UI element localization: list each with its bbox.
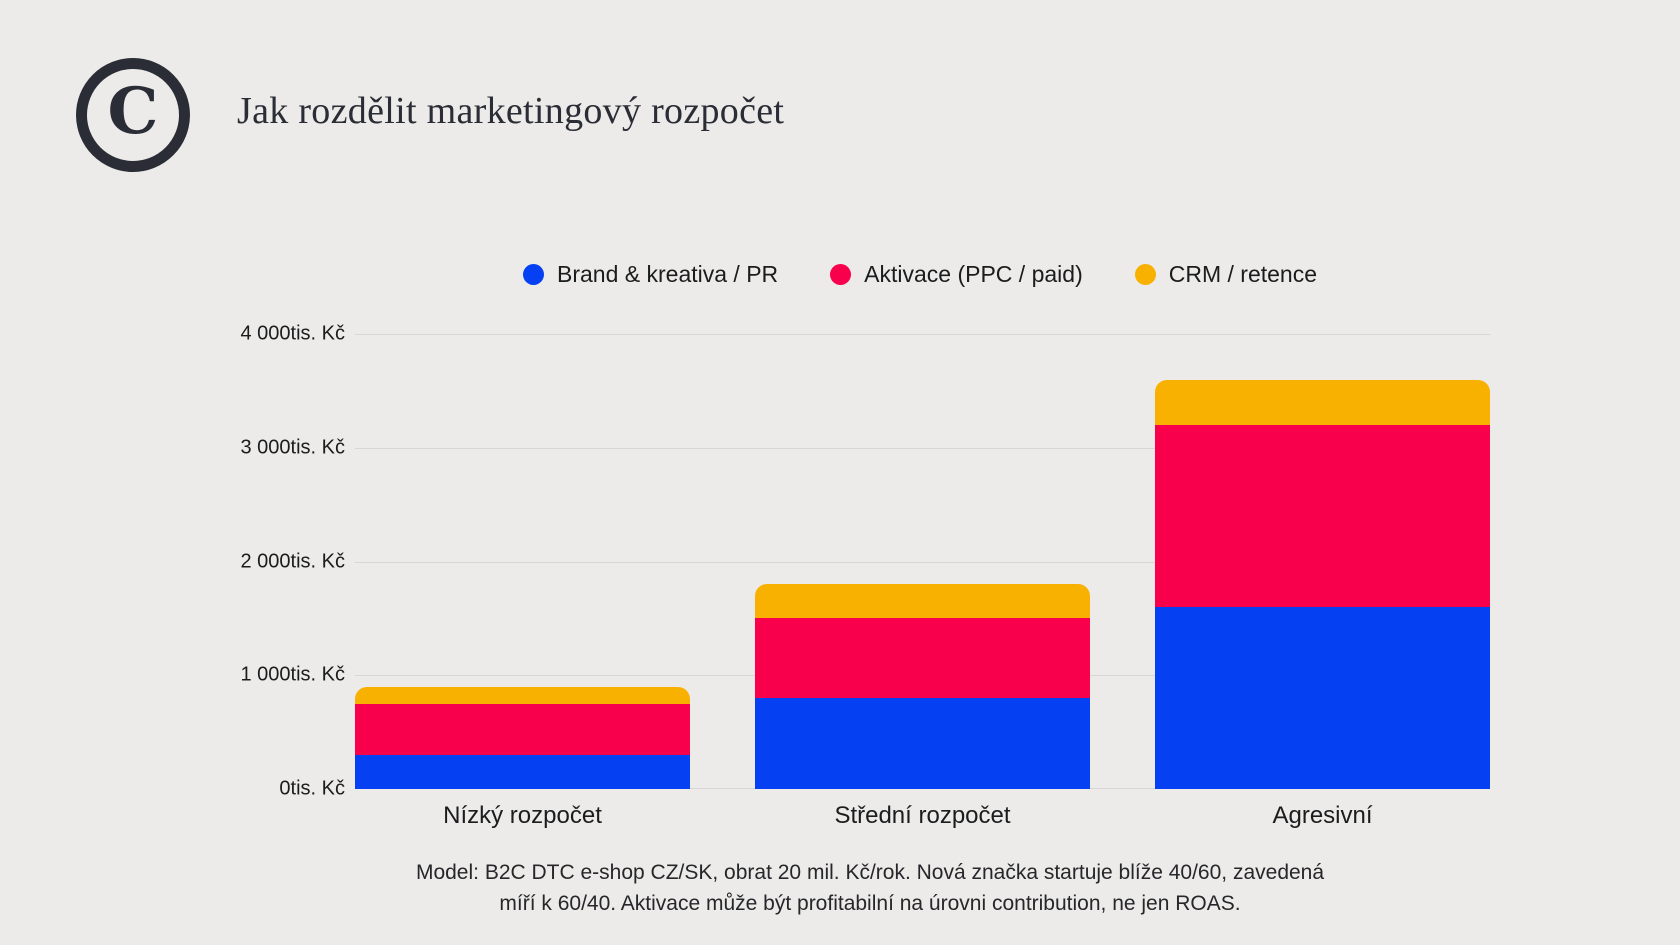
chart-footnote: Model: B2C DTC e-shop CZ/SK, obrat 20 mi… (416, 857, 1324, 919)
bar-0 (355, 686, 690, 789)
x-axis-label: Střední rozpočet (834, 802, 1011, 829)
bar-2-seg-2 (1155, 379, 1490, 426)
bar-1-seg-1 (755, 618, 1090, 699)
y-axis-tick-label: 0tis. Kč (279, 777, 345, 800)
legend-label: Aktivace (PPC / paid) (864, 261, 1083, 287)
footnote-line-1: Model: B2C DTC e-shop CZ/SK, obrat 20 mi… (415, 861, 1325, 884)
footnote-line-2: míří k 60/40. Aktivace může být profitab… (499, 892, 1241, 915)
y-axis-tick-label: 1 000tis. Kč (240, 663, 345, 686)
bar-0-seg-1 (355, 703, 690, 755)
gridline (355, 334, 1490, 336)
bar-0-seg-0 (355, 754, 690, 789)
bar-1-seg-0 (755, 698, 1090, 789)
gridline (355, 561, 1490, 563)
bar-2 (1155, 379, 1490, 789)
legend-swatch-icon (1134, 264, 1156, 285)
y-axis-tick-label: 3 000tis. Kč (240, 436, 345, 459)
bar-1-seg-2 (755, 584, 1090, 619)
gridline (355, 447, 1490, 449)
x-axis-label: Nízký rozpočet (443, 802, 602, 829)
chart-legend: Brand & kreativa / PR Aktivace (PPC / pai… (522, 261, 1318, 288)
bar-0-seg-2 (355, 686, 690, 704)
legend-swatch-icon (830, 264, 852, 285)
page-title: Jak rozdělit marketingový rozpočet (237, 90, 785, 132)
legend-item-0: Brand & kreativa / PR (522, 261, 779, 288)
bar-2-seg-1 (1155, 425, 1490, 608)
legend-label: Brand & kreativa / PR (556, 261, 779, 287)
legend-item-1: Aktivace (PPC / paid) (830, 261, 1083, 288)
chart-area: 0tis. Kč 1 000tis. Kč 2 000tis. Kč 3 000tis… (180, 300, 1490, 829)
legend-label: CRM / retence (1168, 261, 1318, 287)
y-axis-tick-label: 2 000tis. Kč (240, 550, 345, 573)
plot-area (355, 300, 1490, 789)
legend-item-2: CRM / retence (1134, 261, 1318, 288)
bar-2-seg-0 (1155, 607, 1490, 789)
x-axis-label: Agresivní (1272, 802, 1373, 829)
y-axis-tick-label: 4 000tis. Kč (240, 322, 345, 345)
brand-logo: C (76, 58, 190, 172)
brand-logo-letter: C (107, 74, 159, 149)
legend-swatch-icon (522, 264, 544, 285)
bar-1 (755, 584, 1090, 789)
